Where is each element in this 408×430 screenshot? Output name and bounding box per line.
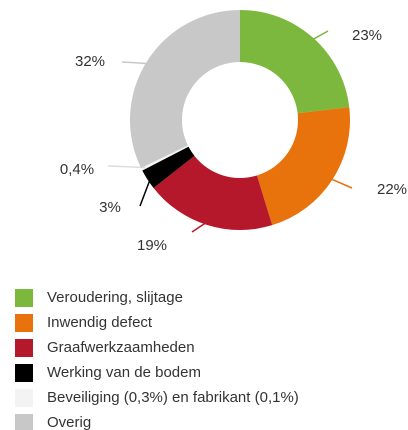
leader-line: [107, 165, 146, 169]
legend-label: Overig: [47, 414, 91, 430]
donut-slice: [153, 155, 273, 230]
legend-swatch: [15, 414, 33, 430]
leader-line: [121, 61, 151, 65]
data-label: 22%: [377, 181, 407, 198]
legend-swatch: [15, 314, 33, 332]
legend-swatch: [15, 389, 33, 407]
data-label: 19%: [137, 237, 167, 254]
leader-line: [328, 177, 353, 189]
data-label: 23%: [352, 27, 382, 44]
legend-swatch: [15, 364, 33, 382]
data-label: 3%: [99, 199, 121, 216]
leader-line: [310, 30, 329, 42]
donut-slice: [240, 10, 350, 114]
legend-label: Inwendig defect: [47, 314, 153, 331]
legend-label: Werking van de bodem: [47, 364, 201, 381]
donut-slice: [142, 146, 195, 189]
legend-label: Graafwerkzaamheden: [47, 339, 195, 356]
legend-swatch: [15, 289, 33, 307]
leader-line: [191, 220, 209, 233]
legend-swatch: [15, 339, 33, 357]
donut-slice: [141, 145, 189, 171]
legend-label: Veroudering, slijtage: [47, 289, 183, 306]
data-label: 0,4%: [60, 161, 94, 178]
legend-label: Beveiliging (0,3%) en fabrikant (0,1%): [47, 389, 299, 406]
donut-slice: [256, 107, 350, 226]
donut-slice: [130, 10, 240, 169]
data-label: 32%: [75, 53, 105, 70]
leader-line: [139, 177, 152, 207]
